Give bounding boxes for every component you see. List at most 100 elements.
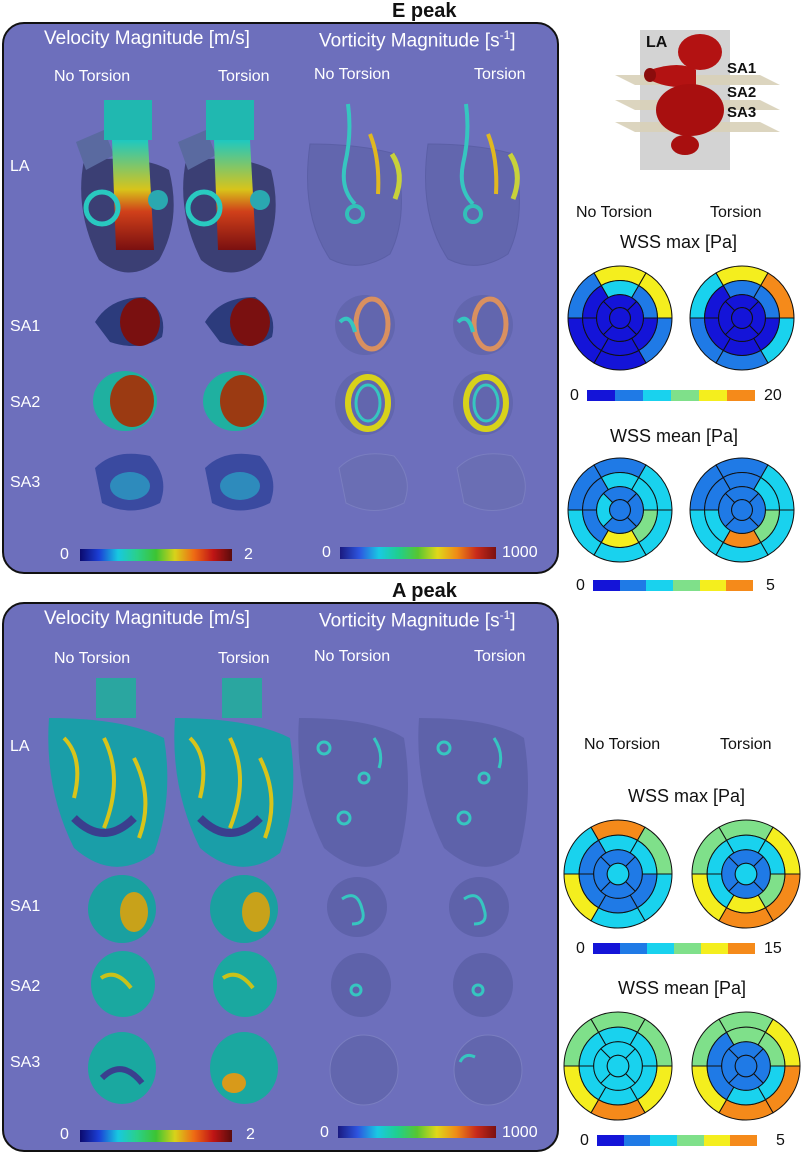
schematic-label-sa2: SA2: [727, 84, 757, 101]
e-wss-mean-scale-min: 0: [576, 577, 585, 594]
bullseye-apex: [731, 307, 753, 329]
e-wss-max-no-torsion-bullseye: [567, 265, 673, 371]
schematic-label-sa3: SA3: [727, 104, 757, 121]
e-vorticity-la-no-torsion-image: [307, 103, 402, 266]
a-wss-no-torsion-label: No Torsion: [584, 736, 661, 753]
e-velocity-scale-max: 2: [244, 546, 253, 563]
a-velocity-scale-max: 2: [246, 1126, 255, 1143]
e-velocity-sa2-no-torsion-image: [93, 371, 157, 431]
e-vel-col-no-torsion: No Torsion: [54, 68, 131, 85]
a-velocity-la-no-torsion-image: [48, 678, 168, 867]
e-velocity-header: Velocity Magnitude [m/s]: [44, 28, 250, 49]
a-row-sa3: SA3: [10, 1054, 41, 1071]
e-wss-max-colorbar: [587, 390, 755, 401]
e-velocity-la-torsion-image: [178, 100, 276, 273]
e-peak-panel: Velocity Magnitude [m/s] Vorticity Magni…: [2, 22, 559, 574]
colorbar-step: [671, 390, 699, 401]
a-vorticity-scale-max: 1000: [502, 1124, 538, 1141]
colorbar-step: [730, 1135, 758, 1146]
e-vor-col-torsion: Torsion: [474, 66, 526, 83]
schematic-label-sa1: SA1: [727, 60, 757, 77]
e-vorticity-header: Vorticity Magnitude [s-1]: [319, 28, 516, 52]
a-vorticity-header: Vorticity Magnitude [s-1]: [319, 608, 516, 632]
a-wss-max-scale-max: 15: [764, 940, 782, 957]
colorbar-step: [619, 580, 647, 591]
colorbar-step: [650, 1135, 678, 1146]
colorbar-step: [593, 580, 620, 591]
e-vorticity-la-torsion-image: [425, 103, 520, 266]
e-wss-mean-no-torsion-bullseye: [567, 457, 673, 563]
e-velocity-la-no-torsion-image: [76, 100, 174, 273]
schematic-la-slices-image: [615, 30, 780, 170]
e-row-la: LA: [10, 158, 30, 175]
e-velocity-sa2-torsion-image: [203, 371, 267, 431]
colorbar-step: [726, 580, 754, 591]
e-wss-max-scale-max: 20: [764, 387, 782, 404]
e-wss-mean-scale-max: 5: [766, 577, 775, 594]
a-velocity-sa2-torsion-image: [213, 951, 277, 1017]
a-vorticity-colorbar: [338, 1126, 496, 1138]
schematic-label-la: LA: [646, 34, 668, 51]
e-vorticity-sa1-no-torsion-image: [335, 295, 395, 355]
a-vorticity-sa2-torsion-image: [453, 953, 513, 1017]
a-velocity-sa3-no-torsion-image: [88, 1032, 156, 1104]
colorbar-step: [727, 390, 755, 401]
e-vel-col-torsion: Torsion: [218, 68, 270, 85]
e-velocity-sa3-no-torsion-image: [95, 453, 164, 511]
a-wss-mean-scale-min: 0: [580, 1132, 589, 1149]
bullseye-apex: [606, 862, 630, 886]
a-wss-max-colorbar: [593, 943, 755, 954]
a-vorticity-sa2-no-torsion-image: [331, 953, 391, 1017]
a-wss-max-scale-min: 0: [576, 940, 585, 957]
a-row-la: LA: [10, 738, 30, 755]
e-velocity-sa1-torsion-image: [205, 297, 274, 346]
e-row-sa2: SA2: [10, 394, 41, 411]
e-wss-mean-title: WSS mean [Pa]: [610, 426, 739, 446]
bullseye-apex: [609, 499, 631, 521]
e-wss-max-title: WSS max [Pa]: [620, 232, 738, 252]
a-velocity-sa2-no-torsion-image: [91, 951, 155, 1017]
e-vorticity-sa3-no-torsion-image: [338, 453, 408, 511]
a-vel-col-no-torsion: No Torsion: [54, 650, 131, 667]
e-vorticity-sa3-torsion-image: [456, 453, 526, 511]
bullseye-apex: [734, 1054, 758, 1078]
colorbar-step: [597, 1135, 624, 1146]
e-wss-mean-colorbar: [593, 580, 754, 591]
colorbar-step: [703, 1135, 731, 1146]
a-vorticity-la-torsion-image: [418, 718, 528, 867]
e-vor-col-no-torsion: No Torsion: [314, 66, 391, 83]
a-row-sa1: SA1: [10, 898, 41, 915]
a-vorticity-sa3-no-torsion-image: [329, 1034, 399, 1106]
a-wss-mean-scale-max: 5: [776, 1132, 785, 1149]
colorbar-step: [647, 943, 674, 954]
e-vorticity-scale-min: 0: [322, 544, 331, 561]
a-vorticity-sa1-torsion-image: [449, 877, 509, 937]
a-vorticity-scale-min: 0: [320, 1124, 329, 1141]
a-vel-col-torsion: Torsion: [218, 650, 270, 667]
a-vorticity-sa1-no-torsion-image: [327, 877, 387, 937]
a-velocity-colorbar: [80, 1130, 232, 1142]
colorbar-step: [623, 1135, 651, 1146]
colorbar-step: [699, 580, 727, 591]
a-wss-mean-no-torsion-bullseye: [563, 1011, 673, 1121]
bullseye-apex: [734, 862, 758, 886]
a-vor-col-no-torsion: No Torsion: [314, 648, 391, 665]
e-vorticity-sa1-torsion-image: [453, 295, 513, 355]
e-wss-max-torsion-bullseye: [689, 265, 795, 371]
colorbar-step: [673, 580, 700, 591]
a-peak-panel: Velocity Magnitude [m/s] Vorticity Magni…: [2, 602, 559, 1152]
colorbar-step: [701, 943, 728, 954]
a-wss-mean-colorbar: [597, 1135, 758, 1146]
a-row-sa2: SA2: [10, 978, 41, 995]
e-vorticity-scale-max: 1000: [502, 544, 538, 561]
e-velocity-scale-min: 0: [60, 546, 69, 563]
bullseye-apex: [731, 499, 753, 521]
colorbar-step: [643, 390, 671, 401]
e-vorticity-sa2-no-torsion-image: [335, 371, 395, 435]
a-velocity-sa1-torsion-image: [210, 875, 278, 943]
colorbar-step: [646, 580, 674, 591]
a-wss-max-title: WSS max [Pa]: [628, 786, 746, 806]
colorbar-step: [677, 1135, 704, 1146]
a-velocity-header: Velocity Magnitude [m/s]: [44, 608, 250, 629]
a-peak-title: A peak: [392, 580, 457, 602]
